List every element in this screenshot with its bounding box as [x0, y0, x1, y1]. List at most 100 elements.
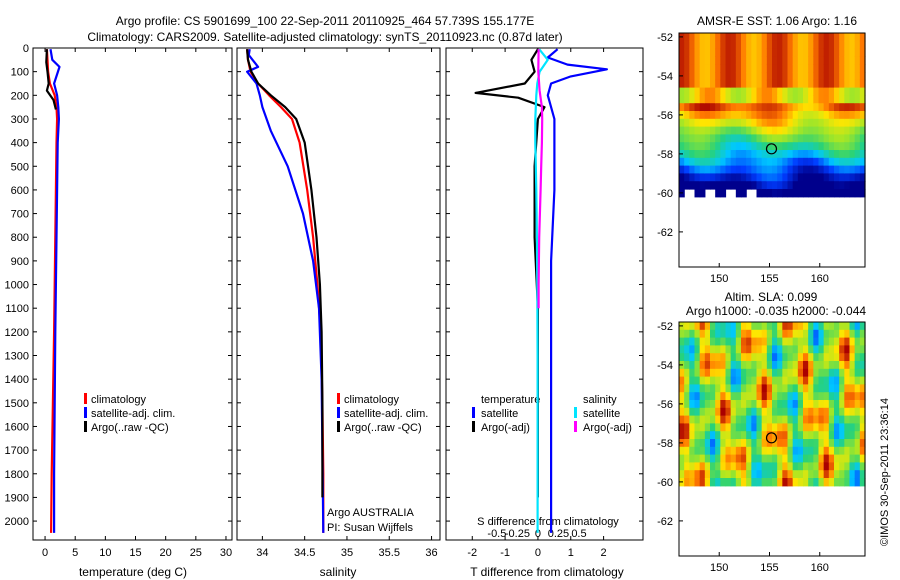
heatmap-cell — [761, 392, 768, 401]
x-tick-label: 34.5 — [294, 547, 315, 559]
heatmap-cell — [679, 376, 685, 385]
heatmap-cell — [803, 126, 809, 135]
heatmap-cell — [715, 103, 721, 112]
heatmap-cell — [849, 400, 856, 409]
heatmap-cell — [844, 345, 851, 354]
heatmap-cell — [808, 322, 814, 331]
heatmap-cell — [823, 322, 830, 331]
heatmap-cell — [746, 423, 752, 432]
heatmap-cell — [844, 470, 851, 479]
heatmap-cell — [766, 454, 773, 463]
heatmap-cell — [844, 79, 851, 89]
heatmap-cell — [782, 446, 789, 456]
heatmap-cell — [828, 142, 835, 151]
heatmap-cell — [772, 95, 778, 104]
heatmap-cell — [766, 95, 773, 104]
heatmap-cell — [813, 189, 820, 198]
heatmap-cell — [828, 400, 835, 409]
heatmap-cell — [803, 322, 809, 331]
heatmap-cell — [730, 376, 737, 385]
heatmap-cell — [741, 165, 747, 174]
heatmap-cell — [704, 329, 711, 339]
heatmap-cell — [849, 181, 856, 190]
heatmap-cell — [792, 87, 799, 96]
heatmap-cell — [828, 322, 835, 331]
heatmap-cell — [766, 150, 773, 159]
heatmap-cell — [766, 33, 773, 42]
heatmap-cell — [730, 345, 737, 354]
heatmap-cell — [715, 150, 721, 159]
heatmap-cell — [787, 87, 794, 96]
heatmap-cell — [854, 189, 861, 198]
heatmap-cell — [699, 322, 706, 331]
heatmap-cell — [818, 181, 825, 190]
heatmap-cell — [741, 79, 747, 89]
heatmap-cell — [751, 345, 758, 354]
heatmap-cell — [772, 368, 778, 378]
heatmap-cell — [834, 40, 840, 50]
heatmap-cell — [679, 407, 685, 417]
heatmap-cell — [787, 72, 794, 81]
heatmap-cell — [854, 431, 861, 440]
heatmap-cell — [859, 478, 866, 487]
heatmap-cell — [730, 329, 737, 339]
heatmap-cell — [813, 329, 820, 339]
heatmap-cell — [694, 111, 701, 120]
series-satellite-adj-clim — [246, 49, 325, 533]
heatmap-cell — [813, 157, 820, 167]
heatmap-cell — [761, 361, 768, 370]
heatmap-cell — [823, 384, 830, 393]
x-tick-label: 30 — [220, 547, 232, 559]
heatmap-cell — [777, 142, 783, 151]
heatmap-cell — [710, 56, 716, 65]
heatmap-cell — [818, 376, 825, 385]
heatmap-cell — [803, 103, 809, 112]
heatmap-cell — [797, 392, 804, 401]
heatmap-cell — [684, 478, 690, 487]
heatmap-cell — [689, 329, 696, 339]
heatmap-cell — [735, 470, 742, 479]
heatmap-cell — [746, 470, 752, 479]
heatmap-cell — [694, 337, 701, 346]
heatmap-cell — [766, 173, 773, 182]
heatmap-cell — [684, 134, 690, 143]
heatmap-cell — [741, 407, 747, 417]
heatmap-cell — [741, 423, 747, 432]
heatmap-cell — [756, 368, 763, 378]
heatmap-cell — [818, 72, 825, 81]
heatmap-cell — [715, 87, 721, 96]
x-tick-label: 0 — [535, 547, 541, 559]
heatmap-cell — [823, 142, 830, 151]
heatmap-cell — [834, 126, 840, 135]
heatmap-cell — [725, 400, 732, 409]
heatmap-cell — [756, 454, 763, 463]
heatmap-cell — [751, 173, 758, 182]
heatmap-cell — [684, 111, 690, 120]
heatmap-cell — [854, 368, 861, 378]
heatmap-cell — [834, 400, 840, 409]
heatmap-cell — [797, 79, 804, 89]
heatmap-cell — [844, 353, 851, 362]
heatmap-cell — [725, 478, 732, 487]
heatmap-cell — [772, 454, 778, 463]
heatmap-cell — [839, 111, 845, 120]
heatmap-cell — [818, 95, 825, 104]
heatmap-cell — [704, 345, 711, 354]
heatmap-cell — [715, 478, 721, 487]
heatmap-cell — [823, 329, 830, 339]
heatmap-cell — [813, 322, 820, 331]
heatmap-cell — [787, 48, 794, 57]
heatmap-cell — [730, 181, 737, 190]
heatmap-cell — [772, 189, 778, 198]
heatmap-cell — [699, 72, 706, 81]
heatmap-cell — [730, 431, 737, 440]
heatmap-cell — [684, 454, 690, 463]
heatmap-cell — [699, 157, 706, 167]
legend-swatch-climatology — [337, 393, 340, 404]
heatmap-cell — [859, 423, 866, 432]
heatmap-cell — [704, 423, 711, 432]
heatmap-cell — [735, 446, 742, 456]
heatmap-cell — [859, 165, 866, 174]
heatmap-cell — [689, 95, 696, 104]
